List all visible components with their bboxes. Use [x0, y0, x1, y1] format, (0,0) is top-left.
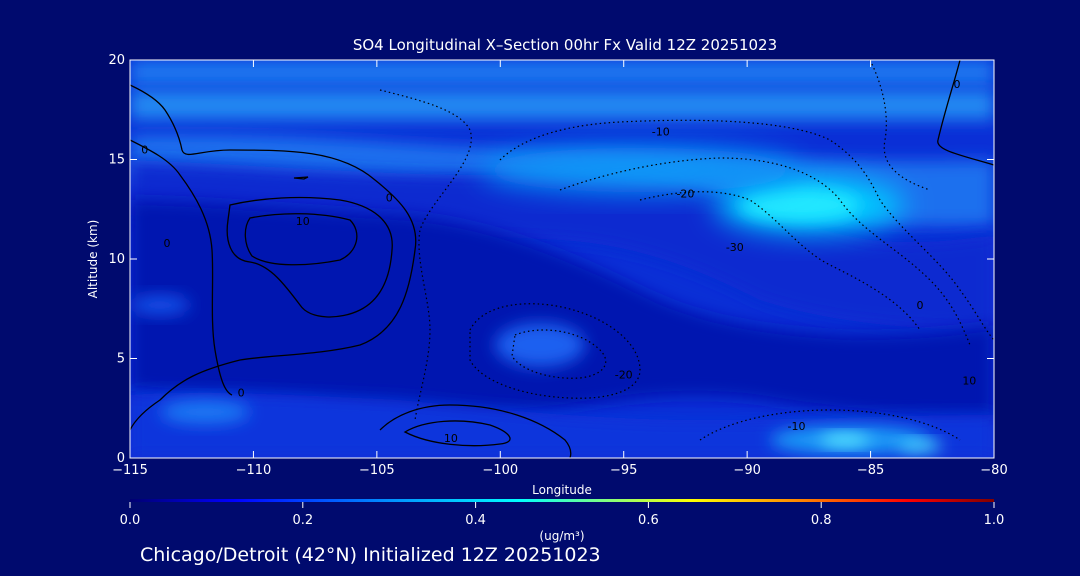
x-tick-label: −115 [112, 463, 148, 478]
contour-zero-inner [130, 139, 233, 396]
dotted-contour-upper [869, 60, 931, 191]
lower-mid-region [130, 200, 994, 420]
y-axis-label: Altitude (km) [86, 220, 100, 299]
dotted-contour-neg20 [559, 157, 971, 346]
x-tick-label: −100 [482, 463, 518, 478]
feature-upper-east-core [740, 189, 860, 221]
feature-surface-east-core [820, 434, 870, 446]
y-tick-label: 15 [108, 153, 125, 168]
dotted-contour-neg30 [639, 191, 921, 331]
feature-west-mid [130, 295, 190, 315]
solid-contours [130, 60, 994, 458]
dotted-contour-1 [379, 89, 472, 421]
contour-label: 0 [386, 191, 393, 204]
feature-upper-mid [480, 148, 800, 192]
x-tick-label: −90 [733, 463, 760, 478]
y-axis: 0 5 10 15 20 [108, 53, 994, 466]
chart-title: SO4 Longitudinal X–Section 00hr Fx Valid… [353, 36, 777, 54]
dotted-contour-mid-outer [469, 303, 641, 399]
contour-label-group: 0 0 0 10 10 0 -10 -20 -30 -20 -10 0 10 0 [141, 78, 976, 445]
feature-surface-east-core-2 [898, 440, 942, 452]
dotted-contour-neg10 [499, 119, 994, 341]
dotted-contour-surface [699, 409, 961, 441]
y-tick-label: 20 [108, 53, 125, 68]
contour-label: 0 [141, 144, 148, 157]
contour-small [293, 176, 309, 180]
x-tick-label: −80 [980, 463, 1007, 478]
contour-label: 0 [238, 386, 245, 399]
contour-10-outer [226, 196, 393, 318]
colorbar [130, 499, 994, 502]
x-tick-label: −95 [610, 463, 637, 478]
contour-zero-west [130, 84, 417, 431]
contour-label: -10 [652, 126, 670, 139]
colorbar-tick-label: 0.6 [638, 513, 659, 528]
upper-band-2 [130, 90, 994, 120]
y-tick-label: 10 [108, 252, 125, 267]
contour-low-outer [379, 404, 572, 458]
x-tick-label: −105 [359, 463, 395, 478]
contour-label: 10 [296, 215, 310, 228]
contour-10-inner [244, 213, 358, 266]
y-tick-label: 0 [117, 451, 125, 466]
contour-label: -20 [615, 368, 633, 381]
contour-zero-east [937, 60, 994, 166]
contour-label: -10 [788, 420, 806, 433]
colorbar-ticks: 0.0 0.2 0.4 0.6 0.8 1.0 [120, 502, 1005, 528]
contour-label: 0 [164, 237, 171, 250]
contour-label: 10 [444, 432, 458, 445]
feature-surface-west [160, 400, 250, 424]
contour-label: 10 [962, 374, 976, 387]
dotted-contour-mid-inner [511, 329, 607, 379]
footer-caption: Chicago/Detroit (42°N) Initialized 12Z 2… [140, 544, 601, 566]
y-tick-label: 5 [117, 352, 125, 367]
contour-label: 0 [916, 299, 923, 312]
x-tick-label: −85 [857, 463, 884, 478]
x-axis-label: Longitude [532, 483, 592, 497]
contour-10-surface [403, 420, 511, 447]
x-axis: −115 −110 −105 −100 −95 −90 −85 −80 [112, 60, 1008, 478]
plot-area: 0 0 0 10 10 0 -10 -20 -30 -20 -10 0 10 0 [130, 60, 994, 458]
colorbar-tick-label: 0.8 [811, 513, 832, 528]
upper-band-1 [130, 60, 994, 85]
contour-label: -30 [726, 241, 744, 254]
contour-label: 0 [953, 78, 960, 91]
dotted-contours [379, 60, 994, 441]
feature-mid-level [495, 323, 585, 367]
colorbar-tick-label: 0.4 [465, 513, 486, 528]
contour-label: -20 [676, 187, 694, 200]
x-tick-label: −110 [236, 463, 272, 478]
colorbar-tick-label: 0.0 [120, 513, 141, 528]
mid-band [130, 160, 994, 330]
colorbar-tick-label: 1.0 [984, 513, 1005, 528]
colorbar-label: (ug/m³) [539, 529, 584, 543]
concentration-field [130, 60, 994, 458]
colorbar-tick-label: 0.2 [292, 513, 313, 528]
